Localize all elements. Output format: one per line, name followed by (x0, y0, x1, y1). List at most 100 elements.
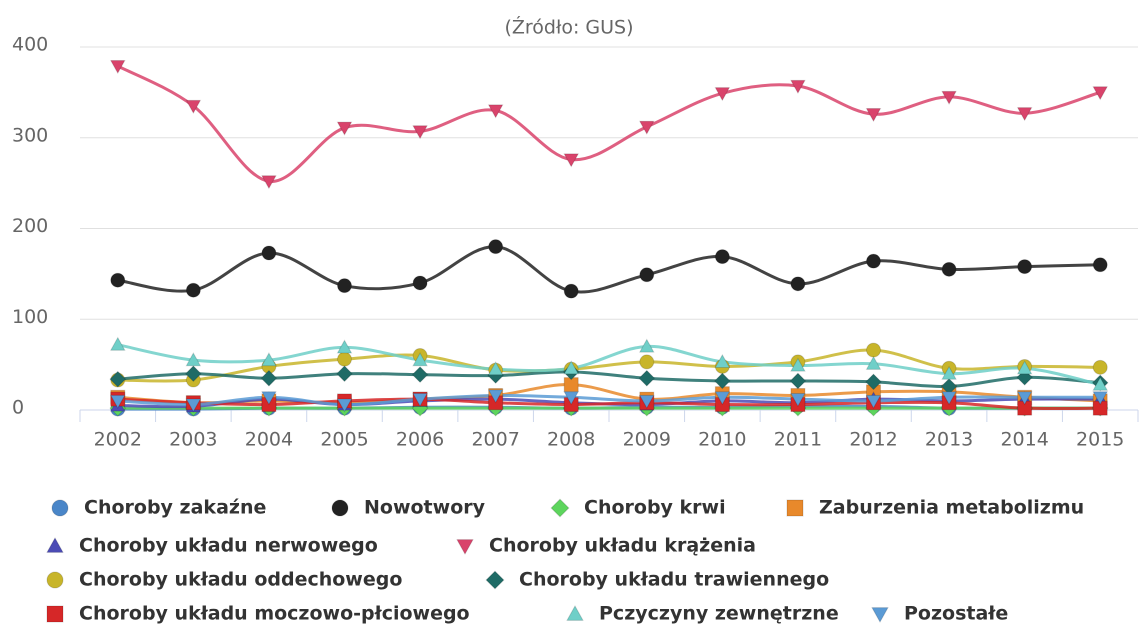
marker (639, 267, 655, 283)
marker (790, 79, 806, 95)
legend-item: Choroby układu trawiennego (485, 569, 829, 591)
legend-item: Nowotwory (331, 497, 486, 519)
marker (865, 108, 882, 123)
marker (184, 365, 202, 383)
legend-label: Zaburzenia metabolizmu (819, 497, 1084, 519)
marker (550, 498, 570, 518)
x-tick-label: 2007 (471, 429, 519, 451)
marker (941, 391, 957, 406)
marker (941, 261, 957, 277)
x-tick-label: 2005 (320, 429, 368, 451)
marker (185, 282, 201, 298)
marker (412, 125, 428, 140)
marker (563, 283, 579, 299)
legend-item: Pozostałe (871, 603, 1008, 625)
marker (865, 373, 882, 391)
marker (1092, 257, 1108, 273)
series-line (117, 393, 1101, 407)
legend-item: Pczyczyny zewnętrzne (566, 603, 839, 625)
marker (1092, 391, 1109, 406)
x-tick-label: 2014 (1000, 429, 1048, 451)
marker (109, 59, 126, 75)
marker (1017, 400, 1033, 416)
legend-label: Choroby układu nerwowego (79, 535, 378, 557)
legend-item: Choroby krwi (550, 497, 726, 519)
marker (485, 570, 505, 590)
marker (638, 338, 655, 353)
marker (411, 366, 429, 384)
marker (110, 272, 126, 288)
legend-label: Choroby krwi (584, 497, 726, 519)
marker (790, 357, 806, 372)
marker (487, 361, 504, 376)
marker (1017, 259, 1033, 275)
marker (566, 604, 584, 621)
marker (786, 499, 804, 517)
x-tick-label: 2011 (774, 429, 822, 451)
series-line (117, 397, 1101, 411)
marker (1092, 400, 1108, 416)
marker (261, 352, 277, 367)
x-tick-label: 2004 (245, 429, 293, 451)
marker (487, 389, 504, 404)
marker (488, 239, 504, 255)
series-line (117, 348, 1101, 383)
marker (714, 87, 731, 102)
marker (941, 365, 957, 380)
marker (790, 276, 806, 292)
y-tick-label: 400 (12, 34, 48, 56)
legend-label: Choroby układu krążenia (489, 535, 756, 557)
y-tick-label: 0 (12, 397, 24, 419)
marker (714, 249, 730, 265)
x-tick-label: 2015 (1076, 429, 1124, 451)
marker (109, 394, 126, 409)
marker (260, 369, 278, 387)
legend-label: Choroby układu moczowo-płciowego (79, 603, 470, 625)
marker (412, 352, 428, 367)
marker (639, 354, 655, 370)
y-tick-label: 100 (12, 306, 48, 328)
marker (337, 351, 352, 367)
marker (46, 536, 64, 553)
marker (638, 394, 655, 409)
marker (638, 120, 655, 135)
marker (185, 398, 202, 413)
series-line (117, 383, 1101, 405)
marker (336, 398, 353, 413)
y-tick-label: 200 (12, 215, 48, 237)
legend-item: Choroby układu krążenia (456, 535, 756, 557)
marker (866, 342, 881, 358)
marker (638, 369, 656, 387)
marker (412, 393, 428, 408)
marker (714, 353, 731, 369)
marker (871, 607, 889, 624)
marker (336, 339, 353, 354)
marker (336, 365, 353, 383)
legend-label: Choroby układu trawiennego (519, 569, 829, 591)
marker (261, 175, 277, 190)
marker (1016, 107, 1033, 122)
legend-item: Choroby zakaźne (51, 497, 266, 519)
marker (261, 245, 277, 261)
marker (789, 372, 807, 390)
marker (412, 275, 428, 291)
x-tick-label: 2003 (169, 429, 217, 451)
marker (109, 370, 127, 388)
marker (46, 571, 64, 589)
x-tick-label: 2012 (849, 429, 897, 451)
marker (1092, 86, 1109, 101)
marker (865, 355, 882, 370)
marker (563, 360, 580, 375)
marker (713, 372, 731, 390)
legend-item: Choroby układu nerwowego (46, 535, 378, 557)
marker (563, 391, 580, 406)
marker (337, 278, 352, 294)
chart-subtitle: (Źródło: GUS) (504, 16, 633, 39)
marker (941, 90, 957, 105)
x-tick-label: 2010 (698, 429, 746, 451)
legend-label: Pczyczyny zewnętrzne (599, 603, 839, 625)
marker (714, 391, 731, 406)
y-tick-label: 300 (12, 124, 48, 146)
marker (46, 605, 64, 623)
